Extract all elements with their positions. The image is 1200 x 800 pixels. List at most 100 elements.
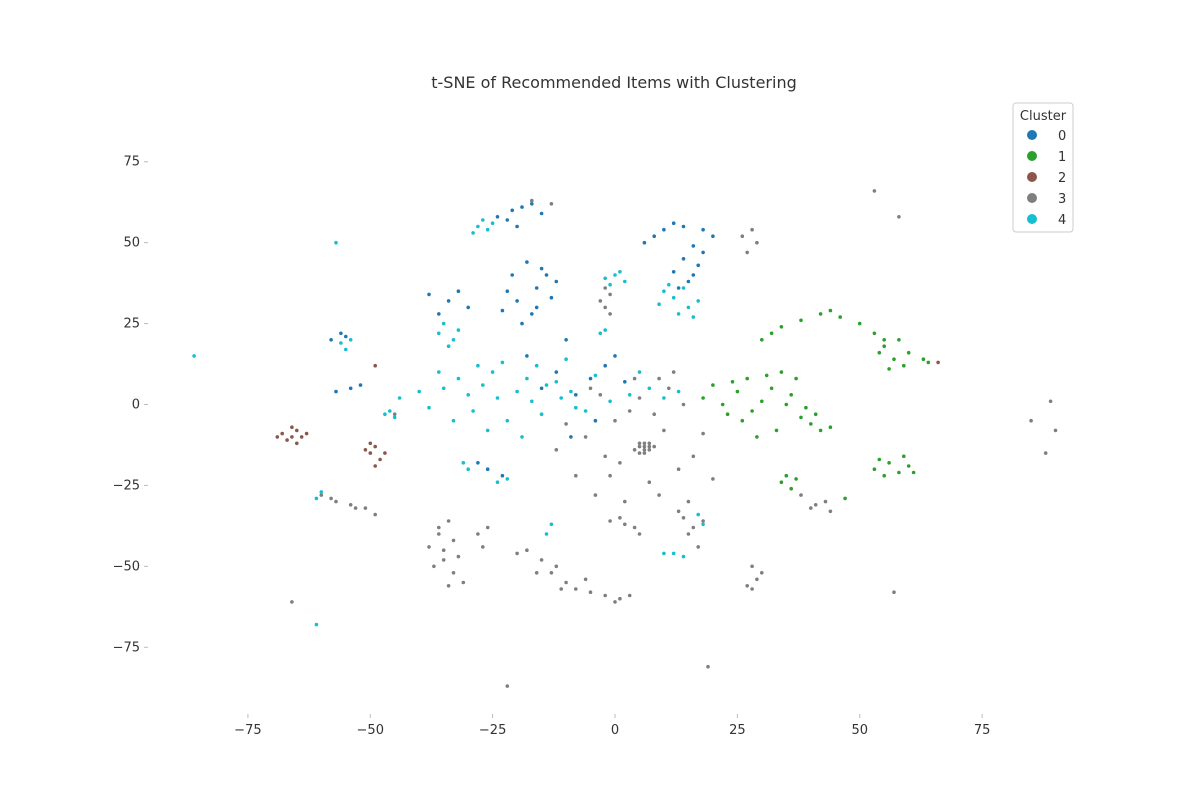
- y-tick-label: 0: [132, 398, 140, 413]
- scatter-point-cluster-0: [510, 273, 514, 277]
- scatter-point-cluster-3: [632, 525, 637, 530]
- scatter-point-cluster-3: [799, 493, 803, 497]
- scatter-point-cluster-4: [667, 282, 671, 287]
- scatter-point-cluster-4: [466, 393, 471, 397]
- scatter-point-cluster-3: [706, 664, 710, 669]
- y-tick-label: −75: [113, 640, 140, 655]
- scatter-point-cluster-0: [539, 211, 544, 216]
- scatter-point-cluster-0: [691, 244, 696, 248]
- scatter-point-cluster-0: [671, 221, 676, 225]
- legend-marker-2: [1027, 172, 1037, 182]
- scatter-point-cluster-4: [471, 231, 475, 235]
- scatter-point-cluster-4: [392, 415, 397, 420]
- scatter-point-cluster-3: [554, 448, 559, 452]
- scatter-point-cluster-0: [329, 338, 333, 342]
- scatter-point-cluster-4: [490, 221, 495, 225]
- scatter-point-cluster-3: [642, 444, 647, 449]
- scatter-point-cluster-4: [505, 477, 510, 481]
- scatter-point-cluster-3: [618, 596, 622, 601]
- scatter-point-cluster-1: [813, 412, 818, 417]
- scatter-point-cluster-0: [446, 299, 451, 303]
- scatter-point-cluster-2: [299, 435, 304, 439]
- scatter-point-cluster-3: [686, 532, 691, 536]
- scatter-point-cluster-1: [906, 350, 911, 355]
- scatter-point-cluster-3: [681, 402, 686, 407]
- scatter-point-cluster-3: [353, 506, 358, 510]
- x-tick-label: −75: [234, 723, 261, 738]
- scatter-point-cluster-4: [681, 554, 686, 559]
- scatter-point-cluster-4: [319, 490, 324, 494]
- scatter-point-cluster-0: [520, 205, 524, 209]
- scatter-point-cluster-1: [764, 373, 769, 378]
- scatter-point-cluster-3: [441, 558, 446, 562]
- scatter-point-cluster-3: [755, 240, 759, 245]
- legend-label-4: 4: [1058, 213, 1066, 228]
- scatter-point-cluster-3: [872, 189, 877, 193]
- scatter-point-cluster-1: [779, 370, 784, 374]
- scatter-point-cluster-3: [608, 473, 612, 478]
- scatter-point-cluster-1: [799, 318, 803, 323]
- scatter-point-cluster-3: [588, 386, 593, 391]
- scatter-point-cluster-3: [627, 593, 632, 598]
- scatter-point-cluster-0: [500, 473, 505, 478]
- scatter-point-cluster-0: [671, 270, 676, 274]
- scatter-point-cluster-3: [564, 580, 568, 585]
- scatter-point-cluster-4: [495, 396, 500, 400]
- scatter-point-cluster-4: [671, 551, 676, 556]
- scatter-point-cluster-4: [691, 315, 696, 319]
- scatter-point-cluster-1: [784, 402, 789, 407]
- scatter-point-cluster-3: [598, 393, 603, 397]
- scatter-point-cluster-4: [437, 370, 441, 374]
- x-tick-label: 50: [851, 723, 868, 738]
- scatter-point-cluster-3: [603, 286, 607, 290]
- scatter-point-cluster-1: [872, 467, 877, 472]
- x-tick-label: 0: [611, 723, 619, 738]
- scatter-point-cluster-1: [882, 344, 886, 349]
- scatter-point-cluster-3: [613, 600, 617, 604]
- scatter-point-cluster-1: [882, 473, 886, 478]
- scatter-point-cluster-3: [427, 545, 431, 549]
- scatter-point-cluster-0: [603, 363, 607, 368]
- scatter-point-cluster-4: [466, 467, 471, 472]
- scatter-point-cluster-3: [667, 386, 671, 391]
- scatter-point-cluster-3: [828, 509, 833, 514]
- scatter-point-cluster-0: [515, 299, 519, 303]
- scatter-point-cluster-3: [691, 454, 696, 459]
- scatter-point-cluster-3: [681, 516, 686, 520]
- legend-title: Cluster: [1020, 109, 1067, 124]
- scatter-point-cluster-4: [397, 396, 402, 400]
- scatter-point-cluster-4: [417, 389, 422, 394]
- scatter-point-cluster-0: [701, 250, 705, 255]
- scatter-point-cluster-3: [437, 532, 441, 536]
- scatter-point-cluster-4: [608, 282, 612, 287]
- scatter-point-cluster-2: [295, 428, 299, 433]
- scatter-point-cluster-3: [691, 525, 696, 530]
- scatter-point-cluster-4: [554, 380, 559, 384]
- scatter-point-cluster-0: [515, 224, 519, 229]
- scatter-point-cluster-0: [534, 305, 539, 310]
- scatter-point-cluster-3: [647, 480, 652, 485]
- scatter-point-cluster-3: [534, 571, 539, 575]
- scatter-point-cluster-3: [618, 461, 622, 465]
- scatter-point-cluster-0: [554, 279, 559, 284]
- scatter-point-cluster-4: [344, 347, 348, 352]
- scatter-point-cluster-0: [539, 266, 544, 271]
- scatter-point-cluster-3: [392, 412, 397, 417]
- scatter-point-cluster-4: [339, 341, 343, 345]
- scatter-point-cluster-4: [446, 344, 451, 349]
- scatter-point-cluster-0: [466, 305, 471, 310]
- scatter-point-cluster-1: [794, 376, 798, 381]
- scatter-point-cluster-1: [809, 422, 813, 426]
- scatter-point-cluster-3: [642, 451, 647, 455]
- scatter-point-cluster-2: [290, 425, 294, 430]
- scatter-point-cluster-3: [809, 506, 813, 510]
- scatter-point-cluster-0: [652, 234, 656, 238]
- scatter-point-cluster-3: [813, 503, 818, 507]
- scatter-point-cluster-1: [769, 386, 774, 391]
- scatter-point-cluster-4: [495, 480, 500, 485]
- scatter-point-cluster-1: [760, 338, 764, 342]
- scatter-point-cluster-3: [627, 409, 632, 413]
- scatter-point-cluster-3: [623, 522, 627, 527]
- x-tick-label: 25: [729, 723, 746, 738]
- scatter-point-cluster-2: [368, 451, 373, 455]
